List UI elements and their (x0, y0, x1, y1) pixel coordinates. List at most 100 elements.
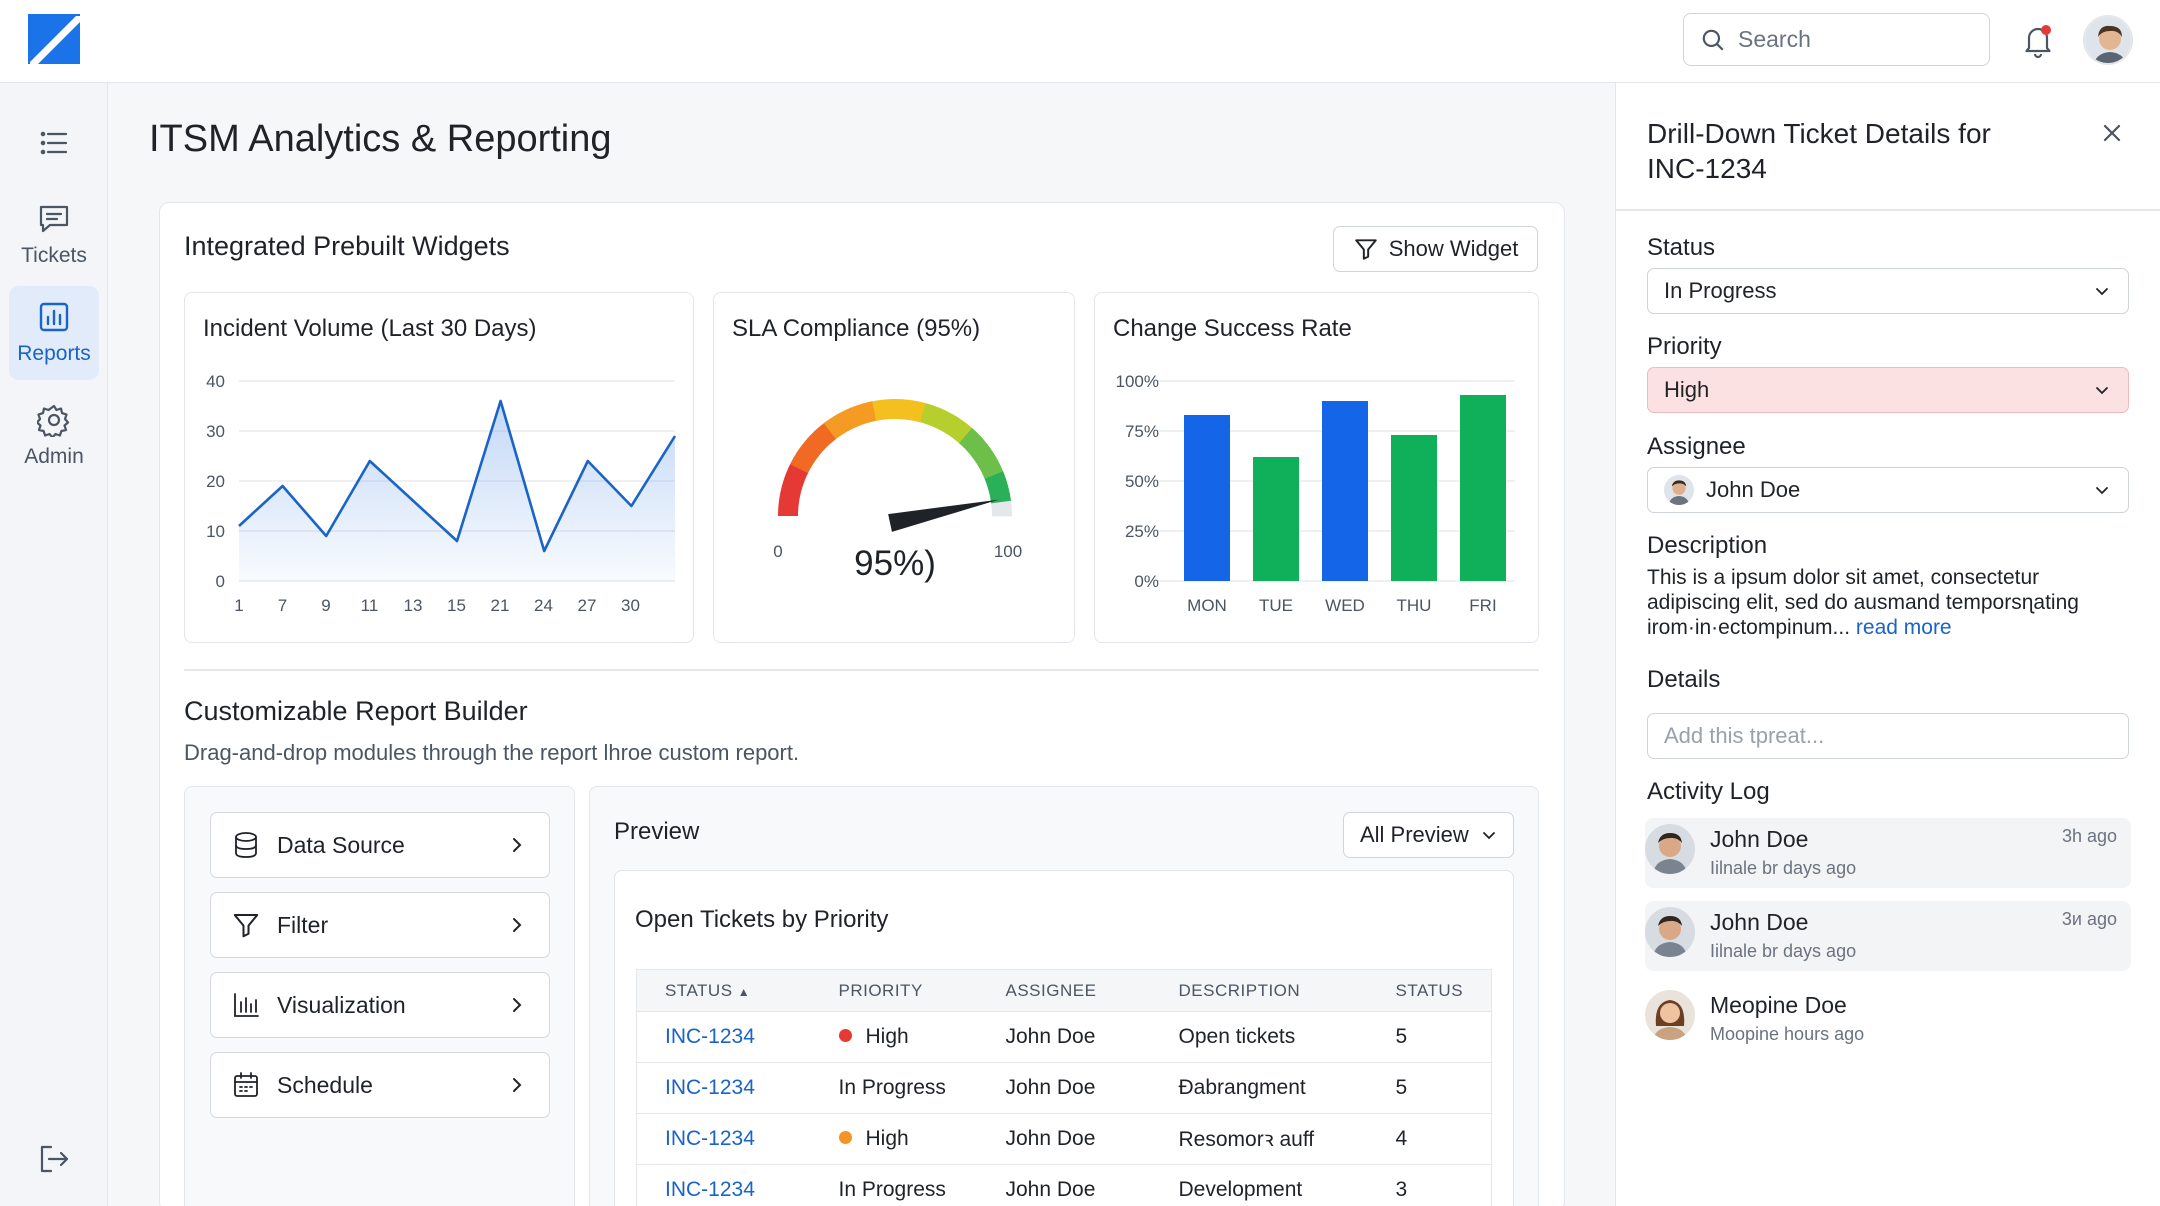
change-success-widget[interactable]: Change Success Rate 0% 25% 50% 75% 100% MON TU… (1094, 292, 1539, 643)
assignee-cell: John Doe (977, 1113, 1151, 1165)
close-panel-button[interactable] (2097, 118, 2127, 148)
gauge-min-label: 0 (773, 542, 782, 561)
close-icon (2103, 124, 2121, 142)
gauge-segment (986, 478, 1009, 492)
details-input[interactable] (1647, 713, 2129, 759)
module-schedule[interactable]: Schedule (210, 1052, 550, 1118)
bar-chart-icon (39, 302, 69, 332)
gauge-segment (786, 463, 809, 479)
activity-user-name: Meopine Doe (1710, 992, 1847, 1018)
sidebar-item-label: Reports (17, 342, 91, 365)
priority-select[interactable]: High (1647, 367, 2129, 413)
description-cell: Open tickets (1150, 1011, 1368, 1063)
table-row[interactable]: INC-1234 High John Doe Open tickets 5 (636, 1011, 1492, 1063)
show-widget-button[interactable]: Show Widget (1333, 226, 1538, 272)
bar-fri (1460, 395, 1506, 581)
app-logo[interactable] (28, 14, 80, 64)
sidebar-item-tickets[interactable]: Tickets (9, 188, 99, 282)
assignee-cell: John Doe (977, 1062, 1151, 1114)
incident-volume-chart: 0 10 20 30 40 1 7 9 11 13 15 21 24 27 30 (206, 372, 677, 615)
sidebar-item-admin[interactable]: Admin (9, 389, 99, 483)
column-header-priority[interactable]: PRIORITY (810, 969, 978, 1012)
y-tick-label: 0 (216, 572, 225, 591)
sla-compliance-title: SLA Compliance (95%) (732, 315, 981, 342)
activity-avatar (1645, 907, 1695, 957)
gauge-segment (967, 438, 989, 458)
ticket-link[interactable]: INC-1234 (636, 1164, 811, 1206)
search-icon (1702, 29, 1724, 51)
x-tick-label: 7 (278, 596, 287, 615)
column-header-status[interactable]: STATUS ▲ (636, 969, 811, 1012)
activity-subtext: Iilnale br days ago (1710, 858, 1857, 878)
incident-volume-widget[interactable]: Incident Volume (Last 30 Days) 0 10 20 30 40… (184, 292, 694, 643)
logout-icon (40, 1145, 69, 1173)
y-tick-label: 75% (1125, 422, 1159, 441)
gauge-segment (872, 399, 883, 421)
x-tick-label: 13 (404, 596, 423, 615)
priority-dot-icon (838, 1130, 852, 1144)
search-box[interactable]: Search (1683, 13, 1990, 66)
gauge-segment (975, 450, 997, 468)
gauge-segment (793, 450, 815, 468)
activity-avatar (1645, 824, 1695, 874)
assignee-value: John Doe (1706, 477, 1801, 502)
ticket-link[interactable]: INC-1234 (636, 1062, 811, 1114)
activity-item[interactable]: John Doe Iilnale br days ago 3и ago (1645, 901, 2131, 971)
bar-chart-icon (234, 993, 259, 1017)
activity-item[interactable]: John Doe Iilnale br days ago 3h ago (1645, 818, 2131, 888)
gauge-segment (958, 428, 979, 448)
chevron-right-icon (513, 838, 522, 852)
priority-cell: In Progress (810, 1164, 978, 1206)
top-bar: Search (0, 0, 2160, 83)
page-title: ITSM Analytics & Reporting (149, 118, 612, 160)
menu-toggle-button[interactable] (34, 123, 74, 163)
table-row[interactable]: INC-1234 In Progress John Doe Đabrangmen… (636, 1062, 1492, 1114)
y-tick-label: 20 (206, 472, 225, 491)
gauge-needle (888, 499, 999, 532)
column-header-status[interactable]: STATUS (1367, 969, 1492, 1012)
gauge-segment (812, 427, 832, 448)
column-header-description[interactable]: DESCRIPTION (1150, 969, 1368, 1012)
logout-button[interactable] (34, 1139, 74, 1179)
section-divider (184, 669, 1539, 671)
y-tick-label: 30 (206, 422, 225, 441)
incident-area (239, 401, 675, 581)
table-row[interactable]: INC-1234 High John Doe Resomorꝛ auff 4 (636, 1113, 1492, 1165)
notifications-button[interactable] (2018, 20, 2058, 60)
sla-gauge-chart: 0 100 95%) (773, 399, 1022, 583)
ticket-link[interactable]: INC-1234 (636, 1113, 811, 1165)
gauge-segment (843, 407, 859, 430)
x-tick-label: FRI (1469, 596, 1496, 615)
activity-item[interactable]: Meopine Doe Moopine hours ago (1645, 984, 2131, 1054)
assignee-label: Assignee (1647, 433, 1746, 460)
read-more-link[interactable]: read more (1855, 616, 1952, 639)
sort-ascending-icon: ▲ (737, 984, 751, 999)
assignee-select[interactable]: John Doe (1647, 467, 2129, 513)
module-filter[interactable]: Filter (210, 892, 550, 958)
module-data-source[interactable]: Data Source (210, 812, 550, 878)
priority-dot-icon (838, 1028, 852, 1042)
y-tick-label: 50% (1125, 472, 1159, 491)
status-select[interactable]: In Progress (1647, 268, 2129, 314)
sidebar-item-reports[interactable]: Reports (9, 286, 99, 380)
bar-tue (1253, 457, 1299, 581)
column-header-assignee[interactable]: ASSIGNEE (977, 969, 1151, 1012)
sla-compliance-widget[interactable]: SLA Compliance (95%) 0 100 95%) (713, 292, 1075, 643)
user-avatar[interactable] (2083, 15, 2133, 65)
gauge-segment (784, 470, 806, 485)
x-tick-label: 30 (621, 596, 640, 615)
module-visualization[interactable]: Visualization (210, 972, 550, 1038)
y-tick-label: 100% (1116, 372, 1159, 391)
preview-filter-dropdown[interactable]: All Preview (1343, 812, 1514, 858)
ticket-link[interactable]: INC-1234 (636, 1011, 811, 1063)
sidebar-item-label: Tickets (21, 244, 87, 267)
activity-time: 3h ago (2061, 826, 2117, 846)
gauge-segment (991, 500, 1012, 511)
status-cell: 5 (1367, 1011, 1492, 1063)
description-text: This is a ipsum dolor sit amet, consecte… (1647, 566, 2079, 639)
gauge-segment (778, 500, 799, 510)
gauge-segment (829, 414, 847, 436)
description-cell: Resomorꝛ auff (1150, 1113, 1368, 1165)
module-label: Data Source (277, 831, 405, 858)
table-row[interactable]: INC-1234 In Progress John Doe Developmen… (636, 1164, 1492, 1206)
